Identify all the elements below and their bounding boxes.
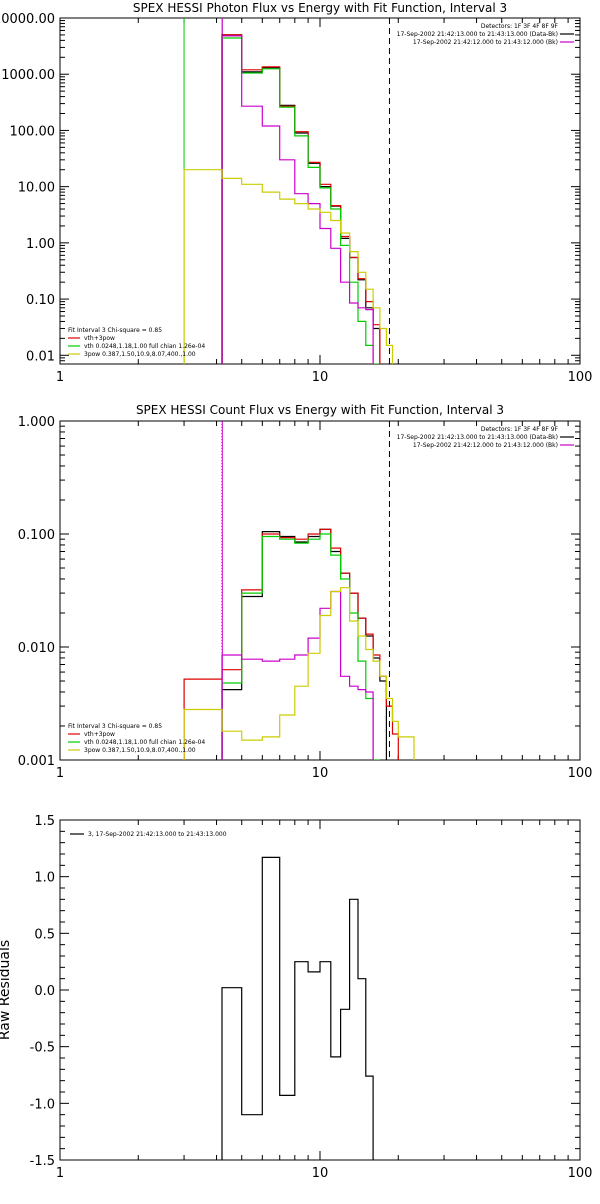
series-2-line <box>221 34 381 364</box>
legend-bottom-left-text: vth 0.0248,1.18,1.00 full chian 1.26e-04 <box>84 343 205 350</box>
y-tick-label: 1.000 <box>18 415 55 430</box>
y-tick-label: -1.0 <box>30 1097 55 1112</box>
legend-top-right-text: 17-Sep-2002 21:42:13.000 to 21:43:13.000… <box>397 434 558 441</box>
series-4-line <box>221 590 374 760</box>
y-tick-label: 1.0 <box>34 871 55 886</box>
y-tick-label: -1.5 <box>30 1154 55 1169</box>
series-3-line <box>221 533 380 760</box>
x-tick-label: 1 <box>56 1166 64 1181</box>
series-5-line <box>183 587 415 760</box>
legend-bottom-left-text: vth+3pow <box>84 335 115 342</box>
legend-top-left-text: 3, 17-Sep-2002 21:42:13.000 to 21:43:13.… <box>88 831 227 838</box>
y-tick-label: -0.5 <box>30 1041 55 1056</box>
x-tick-label: 10 <box>312 370 329 385</box>
legend-bottom-left-text: vth+3pow <box>84 731 115 738</box>
y-tick-label: 10.00 <box>18 181 55 196</box>
y-tick-label: 0.5 <box>34 927 55 942</box>
y-tick-label: 0.10 <box>26 293 55 308</box>
chart-title: SPEX HESSI Count Flux vs Energy with Fit… <box>136 403 504 417</box>
legend-top-right-text: 17-Sep-2002 21:42:13.000 to 21:43:13.000… <box>397 31 558 38</box>
x-tick-label: 1 <box>56 370 64 385</box>
plot-area <box>183 18 394 364</box>
plot-area <box>221 856 374 1160</box>
y-tick-label: 1.00 <box>26 237 55 252</box>
y-tick-label: 0.01 <box>26 349 55 364</box>
legend-top-right-text: 17-Sep-2002 21:42:12.000 to 21:43:12.000… <box>413 39 558 46</box>
plot-frame <box>59 420 581 761</box>
legend-bottom-left-text: Fit Interval 3 Chi-square = 0.85 <box>68 327 162 334</box>
plot-area <box>183 421 415 760</box>
y-tick-label: 0.001 <box>18 754 55 769</box>
series-1-line <box>221 856 374 1160</box>
x-tick-label: 100 <box>568 766 593 781</box>
plot-frame <box>59 17 581 365</box>
y-tick-label: 0.100 <box>18 528 55 543</box>
legend-top-right-text: 17-Sep-2002 21:42:12.000 to 21:43:12.000… <box>413 442 558 449</box>
x-tick-label: 10 <box>312 766 329 781</box>
x-tick-label: 100 <box>568 370 593 385</box>
y-tick-label: 100.00 <box>10 124 56 139</box>
legend-bottom-left-text: Fit Interval 3 Chi-square = 0.85 <box>68 723 162 730</box>
legend-bottom-left-text: vth 0.0248,1.18,1.00 full chian 1.26e-04 <box>84 739 205 746</box>
x-tick-label: 100 <box>568 1166 593 1181</box>
y-tick-label: 1.5 <box>34 814 55 829</box>
series-4-line <box>221 35 374 364</box>
panel-2: SPEX HESSI Count Flux vs Energy with Fit… <box>18 403 593 781</box>
legend-top-right-text: Detectors: 1F 3F 4F 8F 9F <box>481 23 559 30</box>
series-1-line <box>221 34 381 364</box>
x-tick-label: 10 <box>312 1166 329 1181</box>
y-axis-label: Raw Residuals <box>0 940 13 1040</box>
y-tick-label: 1000.00 <box>1 68 55 83</box>
legend-bottom-left-text: 3pow 0.387,1.50,10.9,8.07,400.,1.00 <box>84 351 196 358</box>
panel-3: 1 10 100 1.5 1.0 0.5 0.0 -0.5 -1.0 -1.5 Raw Residu… <box>0 814 592 1181</box>
plot-frame <box>59 819 581 1161</box>
y-tick-label: 0.010 <box>18 641 55 656</box>
chart-title: SPEX HESSI Photon Flux vs Energy with Fi… <box>133 1 507 15</box>
series-5-line <box>183 169 394 364</box>
y-tick-label: 0.0 <box>34 984 55 999</box>
x-tick-label: 1 <box>56 766 64 781</box>
series-1-line <box>221 528 387 760</box>
series-3-line <box>221 37 380 364</box>
legend-bottom-left-text: 3pow 0.387,1.50,10.9,8.07,400.,1.00 <box>84 747 196 754</box>
legend-top-right-text: Detectors: 1F 3F 4F 8F 9F <box>481 426 559 433</box>
panel-1: SPEX HESSI Photon Flux vs Energy with Fi… <box>0 1 592 385</box>
